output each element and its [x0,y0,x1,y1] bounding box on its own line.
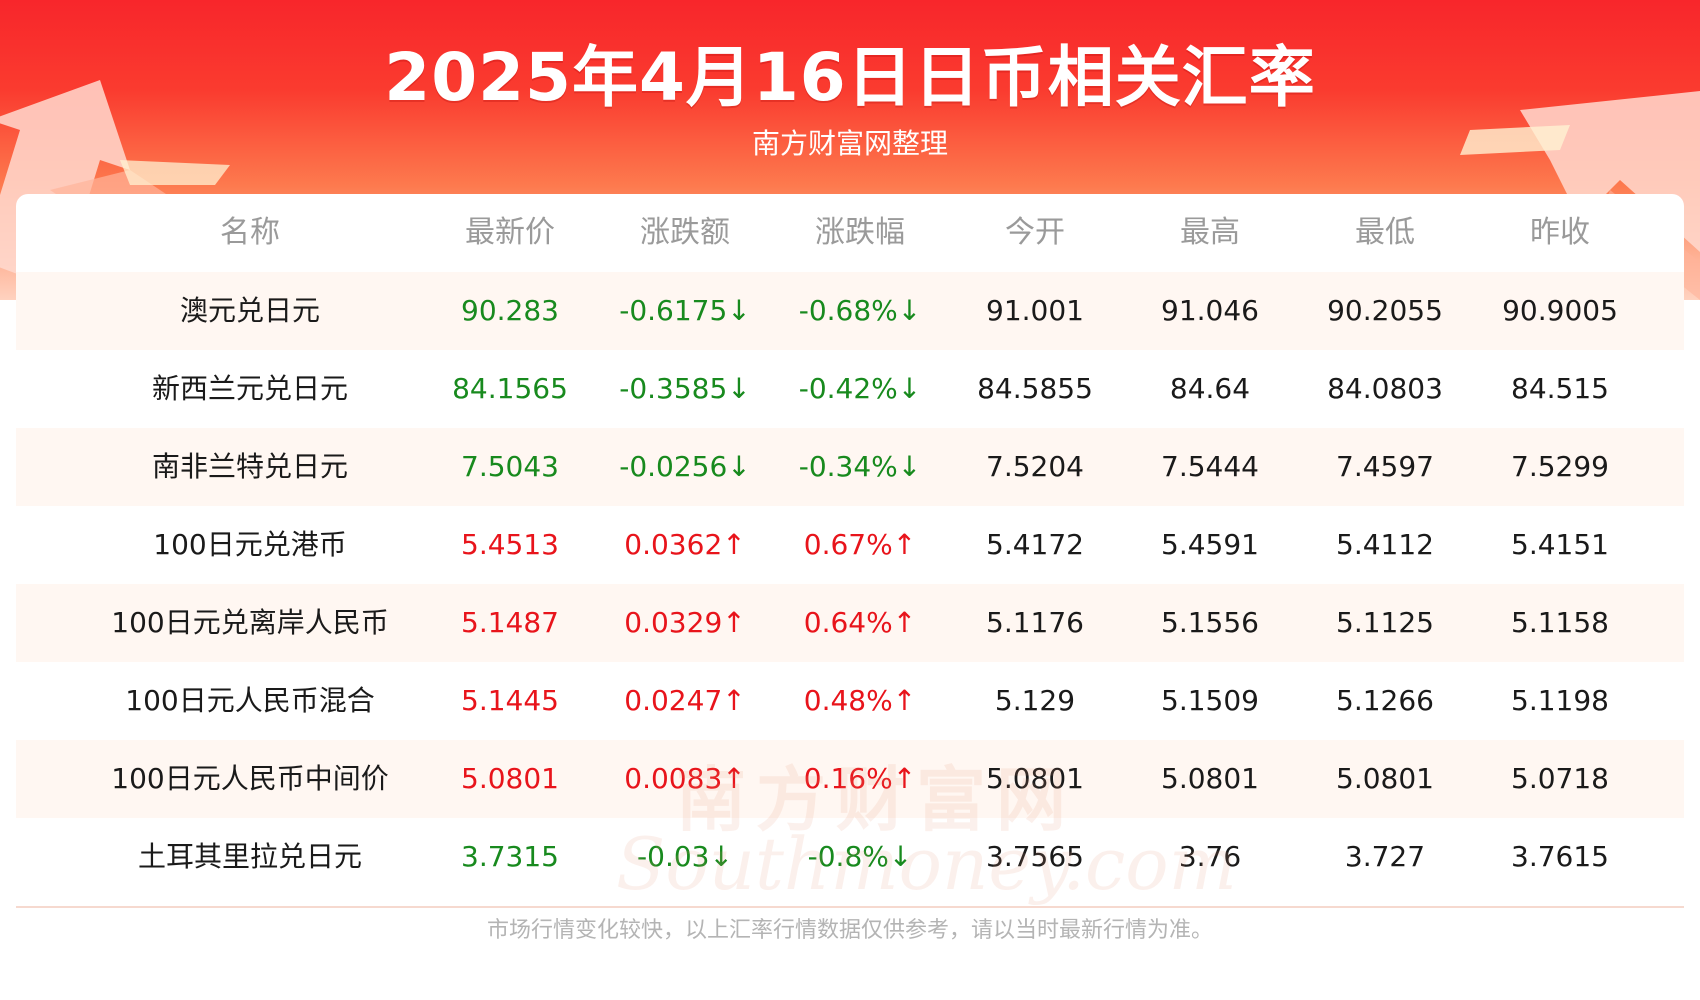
high-price: 5.1556 [1161,606,1259,639]
change-percent: 0.64%↑ [803,606,917,639]
high-price: 5.0801 [1161,762,1259,795]
high-price: 91.046 [1161,294,1259,327]
column-header-latest: 最新价 [465,215,555,250]
change-amount: 0.0362↑ [624,528,746,561]
high-price: 7.5444 [1161,450,1259,483]
change-amount: 0.0247↑ [624,684,746,717]
open-price: 5.129 [994,684,1076,717]
table-row: 100日元人民币中间价 5.0801 0.0083↑ 0.16%↑ 5.0801 5.08… [16,740,1684,818]
rate-name: 土耳其里拉兑日元 [137,840,362,873]
change-percent: 0.67%↑ [803,528,917,561]
low-price: 7.4597 [1336,450,1434,483]
column-header-low: 最低 [1355,215,1415,250]
latest-price: 84.1565 [452,372,568,405]
rate-name: 100日元人民币混合 [125,684,375,717]
column-header-high: 最高 [1180,215,1240,250]
low-price: 5.4112 [1336,528,1434,561]
latest-price: 90.283 [461,294,559,327]
latest-price: 5.0801 [461,762,559,795]
low-price: 5.1266 [1336,684,1434,717]
prev-close: 5.1158 [1511,606,1609,639]
high-price: 5.4591 [1161,528,1259,561]
change-percent: -0.8%↓ [807,840,913,873]
rate-name: 南非兰特兑日元 [151,450,348,483]
open-price: 5.4172 [986,528,1084,561]
change-percent: 0.16%↑ [803,762,917,795]
low-price: 84.0803 [1327,372,1443,405]
low-price: 3.727 [1344,840,1426,873]
prev-close: 7.5299 [1511,450,1609,483]
open-price: 84.5855 [977,372,1093,405]
change-amount: -0.0256↓ [619,450,751,483]
open-price: 5.1176 [986,606,1084,639]
change-amount: -0.3585↓ [619,372,751,405]
low-price: 5.0801 [1336,762,1434,795]
prev-close: 3.7615 [1511,840,1609,873]
change-amount: 0.0329↑ [624,606,746,639]
table-row: 新西兰元兑日元 84.1565 -0.3585↓ -0.42%↓ 84.5855 84.6… [16,350,1684,428]
column-header-name: 名称 [220,215,280,250]
change-percent: -0.34%↓ [798,450,922,483]
low-price: 90.2055 [1327,294,1443,327]
table-row: 100日元兑离岸人民币 5.1487 0.0329↑ 0.64%↑ 5.1176 5.15… [16,584,1684,662]
change-percent: 0.48%↑ [803,684,917,717]
rate-name: 澳元兑日元 [179,294,320,327]
high-price: 3.76 [1178,840,1242,873]
rate-name: 100日元兑离岸人民币 [111,606,389,639]
open-price: 5.0801 [986,762,1084,795]
low-price: 5.1125 [1336,606,1434,639]
disclaimer-note: 市场行情变化较快，以上汇率行情数据仅供参考，请以当时最新行情为准。 [486,918,1213,943]
change-amount: 0.0083↑ [624,762,746,795]
table-row: 南非兰特兑日元 7.5043 -0.0256↓ -0.34%↓ 7.5204 7.5444… [16,428,1684,506]
prev-close: 5.4151 [1511,528,1609,561]
table-row: 100日元兑港币 5.4513 0.0362↑ 0.67%↑ 5.4172 5.4591 5… [16,506,1684,584]
change-percent: -0.42%↓ [798,372,922,405]
latest-price: 5.1487 [461,606,559,639]
open-price: 91.001 [986,294,1084,327]
open-price: 7.5204 [986,450,1084,483]
rate-name: 100日元人民币中间价 [111,762,389,795]
rate-name: 新西兰元兑日元 [151,372,348,405]
prev-close: 5.0718 [1511,762,1609,795]
table-row: 100日元人民币混合 5.1445 0.0247↑ 0.48%↑ 5.129 5.1509… [16,662,1684,740]
prev-close: 5.1198 [1511,684,1609,717]
change-amount: -0.6175↓ [619,294,751,327]
table-row: 土耳其里拉兑日元 3.7315 -0.03↓ -0.8%↓ 3.7565 3.76 3.72… [16,818,1684,896]
change-amount: -0.03↓ [637,840,733,873]
column-header-open: 今开 [1005,215,1065,250]
page-subtitle: 南方财富网整理 [751,127,948,160]
latest-price: 5.4513 [461,528,559,561]
latest-price: 7.5043 [461,450,559,483]
column-header-change-pct: 涨跌幅 [815,215,905,250]
open-price: 3.7565 [986,840,1084,873]
table-header-row: 名称 最新价 涨跌额 涨跌幅 今开 最高 最低 昨收 [16,194,1684,272]
table-row: 澳元兑日元 90.283 -0.6175↓ -0.68%↓ 91.001 91.046 90… [16,272,1684,350]
page-title: 2025年4月16日日币相关汇率 [384,39,1316,116]
latest-price: 5.1445 [461,684,559,717]
prev-close: 84.515 [1511,372,1609,405]
high-price: 84.64 [1169,372,1251,405]
prev-close: 90.9005 [1502,294,1618,327]
rates-table: 名称 最新价 涨跌额 涨跌幅 今开 最高 最低 昨收 澳元兑日元 90.283 -0… [16,194,1684,908]
high-price: 5.1509 [1161,684,1259,717]
latest-price: 3.7315 [461,840,559,873]
column-header-prev-close: 昨收 [1530,215,1590,250]
rate-name: 100日元兑港币 [153,528,347,561]
change-percent: -0.68%↓ [798,294,922,327]
column-header-change: 涨跌额 [640,215,730,250]
